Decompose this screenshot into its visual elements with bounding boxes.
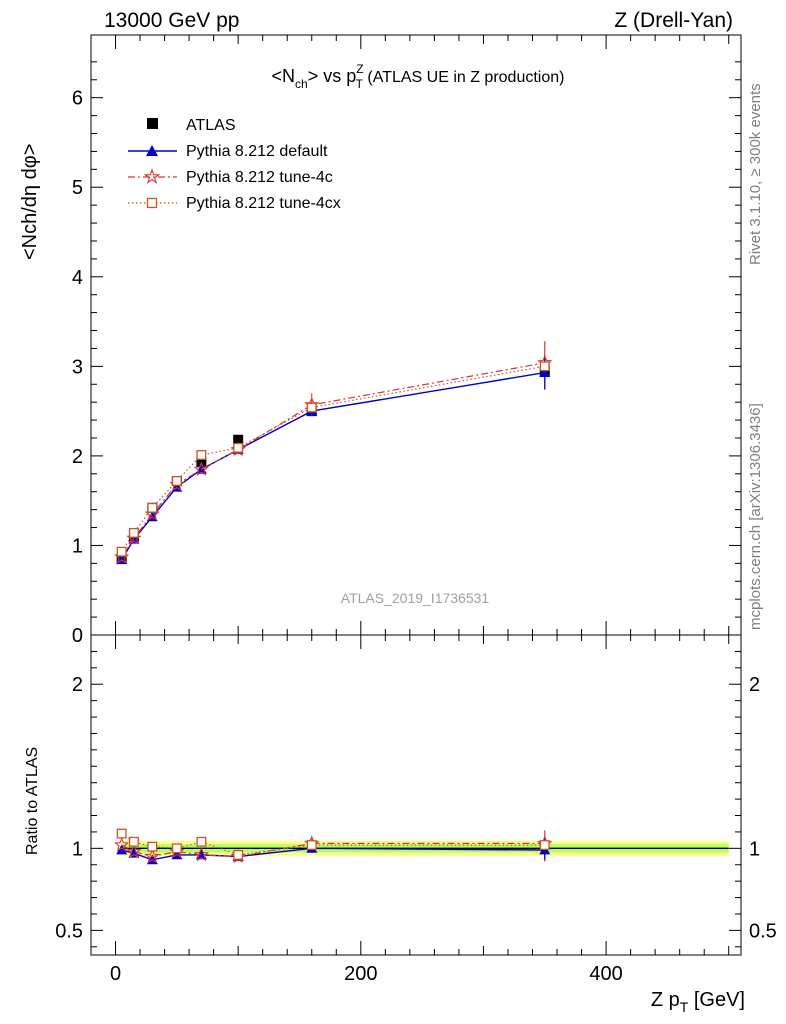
ratio-point-tune4cx [116,828,127,839]
x-tick-label: 200 [344,963,377,985]
ratio-point-tune4c [126,843,142,859]
main-y-tick-label: 6 [72,88,83,110]
main-y-tick-label: 5 [72,177,83,199]
main-point-tune4cx [539,361,550,372]
ratio-point-tune4cx [171,843,182,854]
main-series-tune4c [114,354,553,564]
legend-marker-tune4cx [146,197,158,209]
ratio-point-tune4cx [196,836,207,847]
ratio-point-tune4c [144,848,160,863]
ratio-point-tune4cx [233,849,244,860]
ratio-panel-frame [90,634,742,956]
mcplots-label: mcplots.cern.ch [arXiv:1306.3436] [747,403,764,630]
main-point-tune4cx [233,442,244,453]
main-line-tune4c [121,362,545,558]
ratio-y-tick-label-right: 1 [749,838,760,860]
main-title: <Nch> vs pZ T (ATLAS UE in Z production) [272,62,565,91]
x-axis-label: Z pT [GeV] [651,989,745,1015]
legend-label-tune4c: Pythia 8.212 tune-4c [186,169,333,186]
header-left: 13000 GeV pp [104,9,239,32]
ratio-point-default [128,847,140,858]
main-point-tune4cx [171,476,182,486]
main-series-atlas [116,365,550,564]
main-y-tick-label: 2 [72,446,83,468]
legend-label-atlas: ATLAS [186,117,236,134]
main-point-tune4cx [196,450,207,460]
main-series-tune4cx [116,361,550,557]
main-point-tune4cx [116,546,127,557]
main-point-atlas [233,434,244,445]
ratio-point-tune4cx [539,840,550,851]
legend: ATLAS Pythia 8.212 default Pythia 8.212 … [128,117,341,212]
ratio-series-tune4cx [116,828,550,860]
main-point-tune4c [193,461,209,476]
main-y-tick-label: 3 [72,356,83,378]
main-point-tune4cx [306,402,317,413]
watermark: ATLAS_2019_I1736531 [341,590,490,606]
rivet-version-label: Rivet 3.1.10, ≥ 300k events [747,83,764,265]
ratio-point-tune4c [114,837,130,852]
main-series-default [116,367,551,565]
legend-label-tune4cx: Pythia 8.212 tune-4cx [186,195,341,212]
main-line-default [121,371,545,561]
ratio-y-tick-label-right: 0.5 [749,920,777,942]
ratio-y-tick-label-right: 2 [749,674,760,696]
ratio-panel: Ratio to ATLAS Z pT [GeV] [24,747,745,1015]
main-y-tick-label: 1 [72,535,83,557]
legend-marker-atlas [147,118,158,129]
main-line-tune4cx [121,365,545,553]
x-tick-label: 0 [110,963,121,985]
main-y-tick-label: 0 [72,625,83,647]
ratio-point-tune4c [193,846,209,862]
ratio-point-default [116,844,128,855]
ratio-point-tune4cx [128,836,139,847]
main-y-tick-label: 4 [72,267,83,289]
ratio-point-tune4cx [147,841,158,852]
ratio-point-tune4cx [306,840,317,851]
main-ylabel: <Nch/dη dφ> [19,144,41,260]
ratio-ylabel: Ratio to ATLAS [24,747,41,855]
ratio-y-tick-label: 2 [72,674,83,696]
main-panel: <Nch> vs pZ T (ATLAS UE in Z production) … [19,62,564,606]
ratio-y-tick-label: 0.5 [55,920,83,942]
ratio-line-tune4cx [121,833,545,856]
main-point-tune4cx [128,527,139,538]
main-point-tune4cx [147,502,158,513]
legend-marker-tune4c [143,168,161,185]
legend-label-default: Pythia 8.212 default [186,143,328,160]
legend-marker-default [146,145,158,156]
header-right: Z (Drell-Yan) [614,9,733,32]
ratio-y-tick-label: 1 [72,838,83,860]
x-tick-label: 400 [589,963,622,985]
main-point-default [539,367,551,378]
